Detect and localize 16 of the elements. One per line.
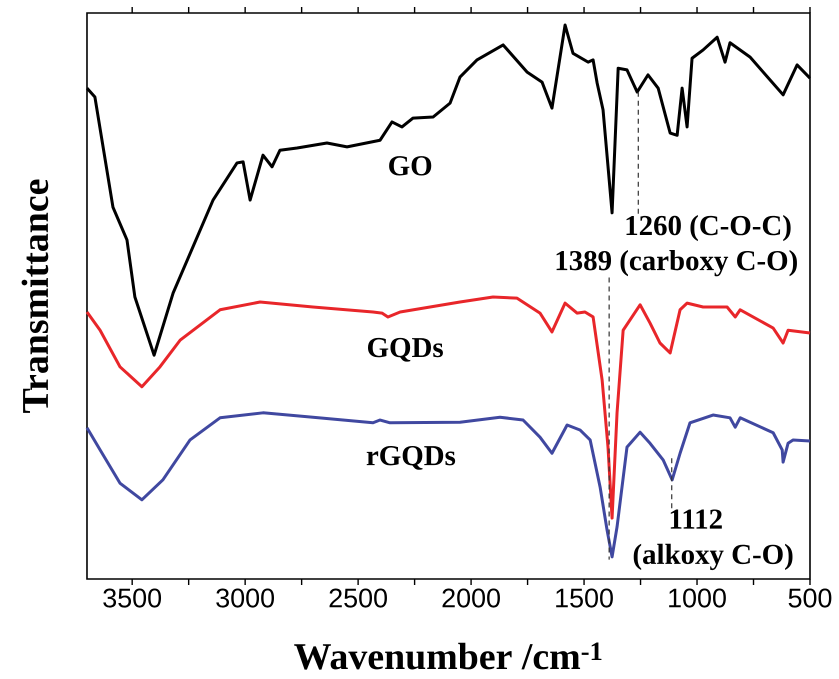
x-tick-label: 1000	[669, 588, 726, 608]
annotation: 1112	[670, 509, 722, 529]
annotation: 1389 (carboxy C-O)	[556, 250, 797, 276]
x-tick-label: 1500	[556, 588, 613, 608]
y-axis-title: Transmittance	[22, 180, 48, 413]
annotation: 1260 (C-O-C)	[626, 214, 791, 242]
x-tick-label: 2500	[330, 588, 387, 608]
x-tick-label: 3000	[216, 588, 274, 608]
x-tick-label: 2000	[442, 588, 500, 608]
x-tick-label: 500	[788, 588, 832, 608]
series-label: GO	[389, 156, 432, 176]
x-tick-label: 3500	[103, 588, 162, 608]
annotation: (alkoxy C-O)	[634, 544, 792, 570]
series-label: GQDs	[368, 338, 443, 362]
x-axis-title: Wavenumber /cm$^{-1}$	[294, 642, 602, 670]
series-label: rGQDs	[366, 446, 456, 470]
